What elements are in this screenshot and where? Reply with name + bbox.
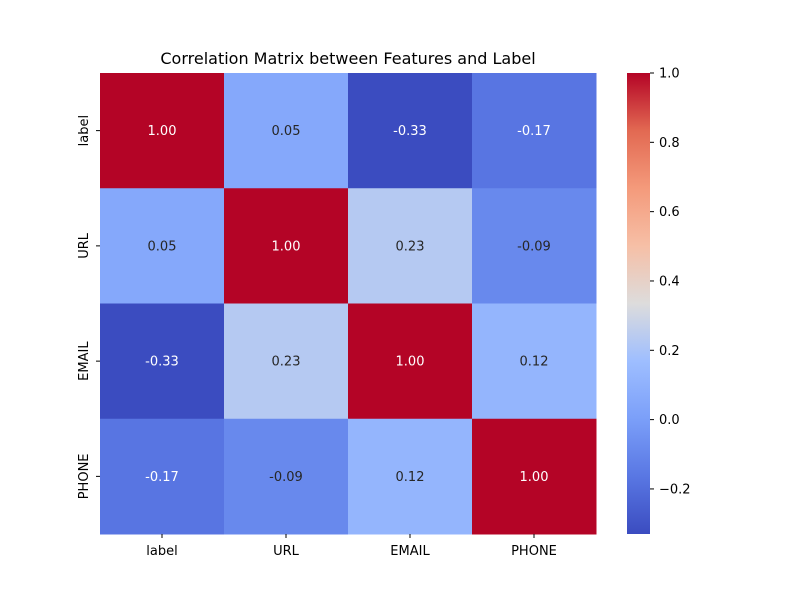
colorbar-tick-label: −0.2	[659, 482, 691, 497]
heatmap-cell	[100, 303, 225, 420]
colorbar	[627, 73, 650, 534]
cell-value-label: -0.33	[393, 124, 427, 139]
cell-value-label: 0.12	[520, 355, 549, 370]
cell-value-label: 0.05	[272, 124, 301, 139]
colorbar-tick-label: 1.0	[659, 67, 680, 82]
heatmap-cell	[224, 188, 349, 304]
heatmap-cell	[472, 73, 597, 189]
heatmap-cell	[348, 418, 473, 535]
heatmap-cell-labels: 1.00 0.05 -0.33 -0.17 0.05 1.00 0.23 -0.09 -0.33…	[145, 124, 551, 485]
heatmap-cell	[472, 418, 597, 535]
cell-value-label: 1.00	[520, 470, 549, 485]
row-tick-label: URL	[77, 232, 92, 259]
heatmap-cell	[224, 303, 349, 420]
colorbar-tick-label: 0.2	[659, 344, 680, 359]
row-tick-label: label	[77, 115, 92, 146]
cell-value-label: 1.00	[272, 239, 301, 254]
heatmap-cell	[224, 418, 349, 535]
heatmap-cell	[100, 418, 225, 535]
heatmap-cell	[348, 73, 473, 189]
cell-value-label: -0.33	[145, 355, 179, 370]
row-tick-labels: label URL EMAIL PHONE	[77, 115, 100, 499]
heatmap-cell	[472, 303, 597, 420]
colorbar-tick-label: 0.0	[659, 413, 680, 428]
heatmap-cell	[100, 188, 225, 304]
cell-value-label: 0.05	[148, 239, 177, 254]
colorbar-tick-label: 0.6	[659, 205, 680, 220]
heatmap-cell	[472, 188, 597, 304]
chart-title: Correlation Matrix between Features and …	[160, 49, 535, 68]
colorbar-tick-label: 0.8	[659, 136, 680, 151]
cell-value-label: 0.23	[272, 355, 301, 370]
column-tick-labels: label URL EMAIL PHONE	[146, 534, 557, 559]
cell-value-label: 0.12	[396, 470, 425, 485]
heatmap-cell	[348, 303, 473, 420]
heatmap-cell	[100, 73, 225, 189]
cell-value-label: 1.00	[396, 355, 425, 370]
heatmap-cells	[100, 73, 597, 535]
row-tick-label: EMAIL	[77, 341, 92, 381]
cell-value-label: -0.09	[517, 239, 551, 254]
column-tick-label: URL	[273, 544, 300, 559]
cell-value-label: 0.23	[396, 239, 425, 254]
cell-value-label: -0.17	[145, 470, 179, 485]
cell-value-label: -0.09	[269, 470, 303, 485]
cell-value-label: 1.00	[148, 124, 177, 139]
cell-value-label: -0.17	[517, 124, 551, 139]
row-tick-label: PHONE	[77, 453, 92, 499]
column-tick-label: EMAIL	[390, 544, 430, 559]
colorbar-ticks: −0.2 0.0 0.2 0.4 0.6 0.8 1.0	[650, 67, 691, 497]
heatmap-cell	[224, 73, 349, 189]
column-tick-label: PHONE	[511, 544, 557, 559]
colorbar-tick-label: 0.4	[659, 274, 680, 289]
heatmap-cell	[348, 188, 473, 304]
column-tick-label: label	[146, 544, 177, 559]
